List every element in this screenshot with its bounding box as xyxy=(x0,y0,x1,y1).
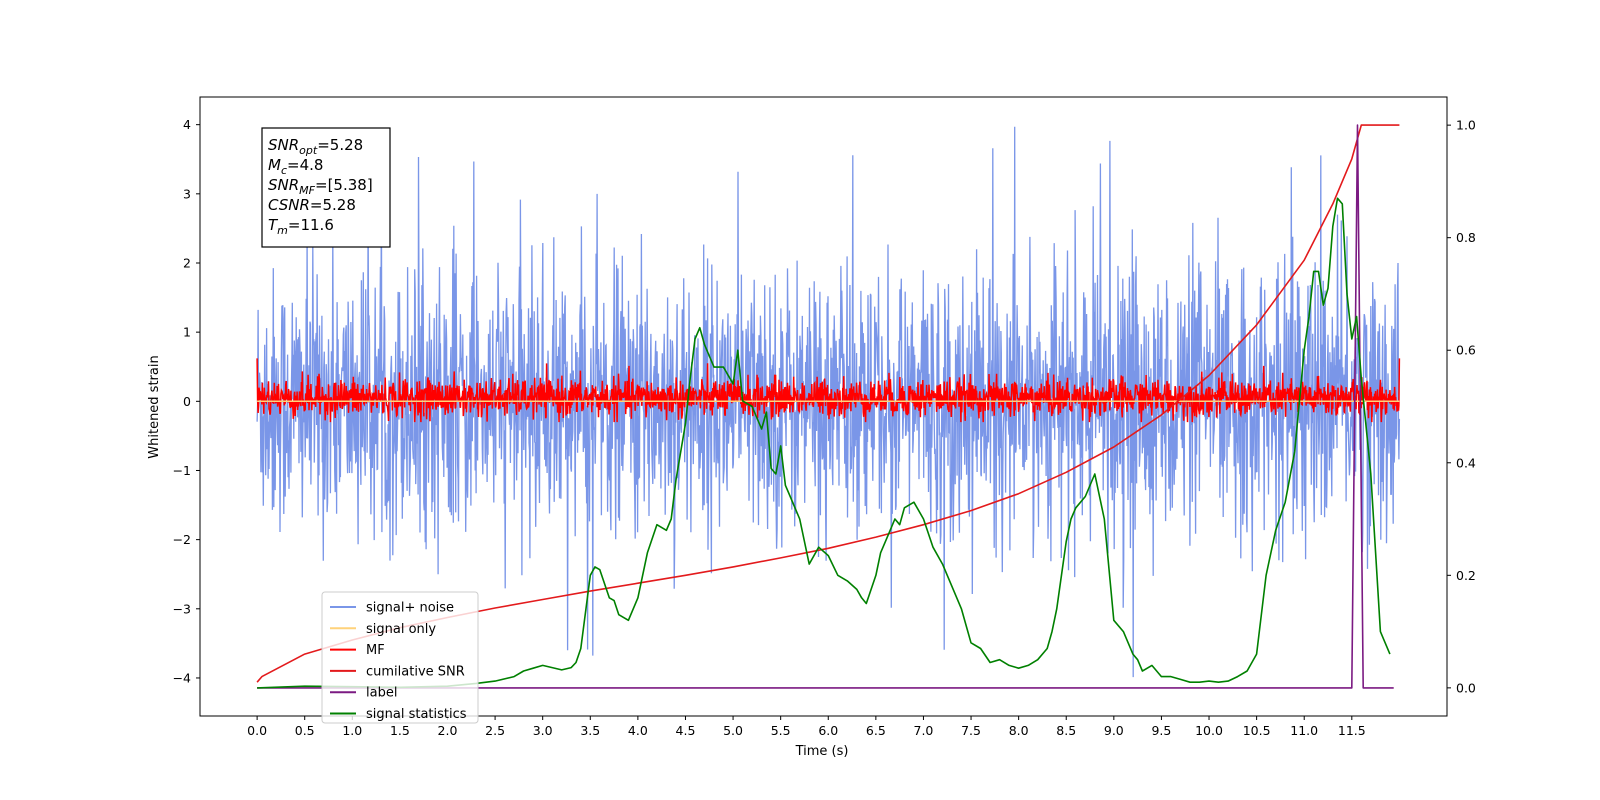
stats-annotation-line: CSNR=5.28 xyxy=(268,196,356,214)
x-tick-label: 0.5 xyxy=(295,723,315,738)
y-tick-label: −4 xyxy=(173,670,191,685)
legend-label: MF xyxy=(366,643,385,658)
y-tick-label: 4 xyxy=(183,117,191,132)
y2-tick-label: 1.0 xyxy=(1456,118,1476,133)
y-tick-label: −3 xyxy=(173,601,191,616)
legend: signal+ noise signal only MF cumilative SNR… xyxy=(321,591,479,724)
y-axis-label: Whitened strain xyxy=(147,355,162,458)
y2-tick-label: 0.6 xyxy=(1456,343,1476,358)
x-tick-label: 9.5 xyxy=(1151,723,1171,738)
stats-annotation-line: Tm=11.6 xyxy=(268,216,334,237)
x-tick-label: 3.0 xyxy=(533,723,553,738)
x-tick-label: 10.0 xyxy=(1195,723,1223,738)
stats-annotation-line: Mc=4.8 xyxy=(268,156,323,177)
x-axis: 0.0 0.5 1.0 1.5 2.0 2.5 3.0 3.5 4.0 4.5 5.0 5.5 6.0 6… xyxy=(247,716,1366,738)
x-tick-label: 4.5 xyxy=(676,723,696,738)
legend-label: signal only xyxy=(366,622,436,637)
x-tick-label: 2.5 xyxy=(485,723,505,738)
x-tick-label: 7.0 xyxy=(914,723,934,738)
series-signal-statistics xyxy=(257,197,1391,689)
x-tick-label: 5.0 xyxy=(723,723,743,738)
stats-annotation-line: SNRMF=[5.38] xyxy=(268,176,373,197)
y-tick-label: −1 xyxy=(173,463,191,478)
legend-label: signal+ noise xyxy=(366,601,454,616)
x-tick-label: 11.0 xyxy=(1290,723,1318,738)
y-tick-label: 3 xyxy=(183,186,191,201)
x-tick-label: 6.0 xyxy=(818,723,838,738)
x-tick-label: 7.5 xyxy=(961,723,981,738)
legend-label: label xyxy=(366,686,397,701)
y2-tick-label: 0.4 xyxy=(1456,455,1476,470)
y-axis-right: 0.0 0.2 0.4 0.6 0.8 1.0 xyxy=(1447,118,1476,695)
x-tick-label: 5.5 xyxy=(771,723,791,738)
x-tick-label: 8.0 xyxy=(1009,723,1029,738)
y-tick-label: −2 xyxy=(173,532,191,547)
stats-annotation-box xyxy=(261,127,391,248)
x-tick-label: 0.0 xyxy=(247,723,267,738)
x-tick-label: 4.0 xyxy=(628,723,648,738)
x-tick-label: 6.5 xyxy=(866,723,886,738)
y-tick-label: 2 xyxy=(183,255,191,270)
y-tick-label: 0 xyxy=(183,394,191,409)
y-tick-label: 1 xyxy=(183,325,191,340)
legend-label: cumilative SNR xyxy=(366,664,465,679)
y2-tick-label: 0.8 xyxy=(1456,230,1476,245)
x-tick-label: 10.5 xyxy=(1243,723,1271,738)
x-tick-label: 3.5 xyxy=(580,723,600,738)
x-tick-label: 1.0 xyxy=(342,723,362,738)
series-mf xyxy=(256,358,1401,423)
x-tick-label: 11.5 xyxy=(1338,723,1366,738)
x-tick-label: 2.0 xyxy=(438,723,458,738)
y2-tick-label: 0.2 xyxy=(1456,568,1476,583)
x-tick-label: 8.5 xyxy=(1056,723,1076,738)
legend-label: signal statistics xyxy=(366,707,467,722)
y-axis-left: −4 −3 −2 −1 0 1 2 3 4 xyxy=(173,117,200,685)
stats-annotation-line: SNRopt=5.28 xyxy=(268,136,363,157)
legend-box xyxy=(321,591,479,724)
plot-frame xyxy=(199,96,1448,717)
x-tick-label: 9.0 xyxy=(1104,723,1124,738)
y2-tick-label: 0.0 xyxy=(1456,680,1476,695)
x-axis-label: Time (s) xyxy=(795,744,849,759)
series-label xyxy=(257,124,1394,689)
x-tick-label: 1.5 xyxy=(390,723,410,738)
